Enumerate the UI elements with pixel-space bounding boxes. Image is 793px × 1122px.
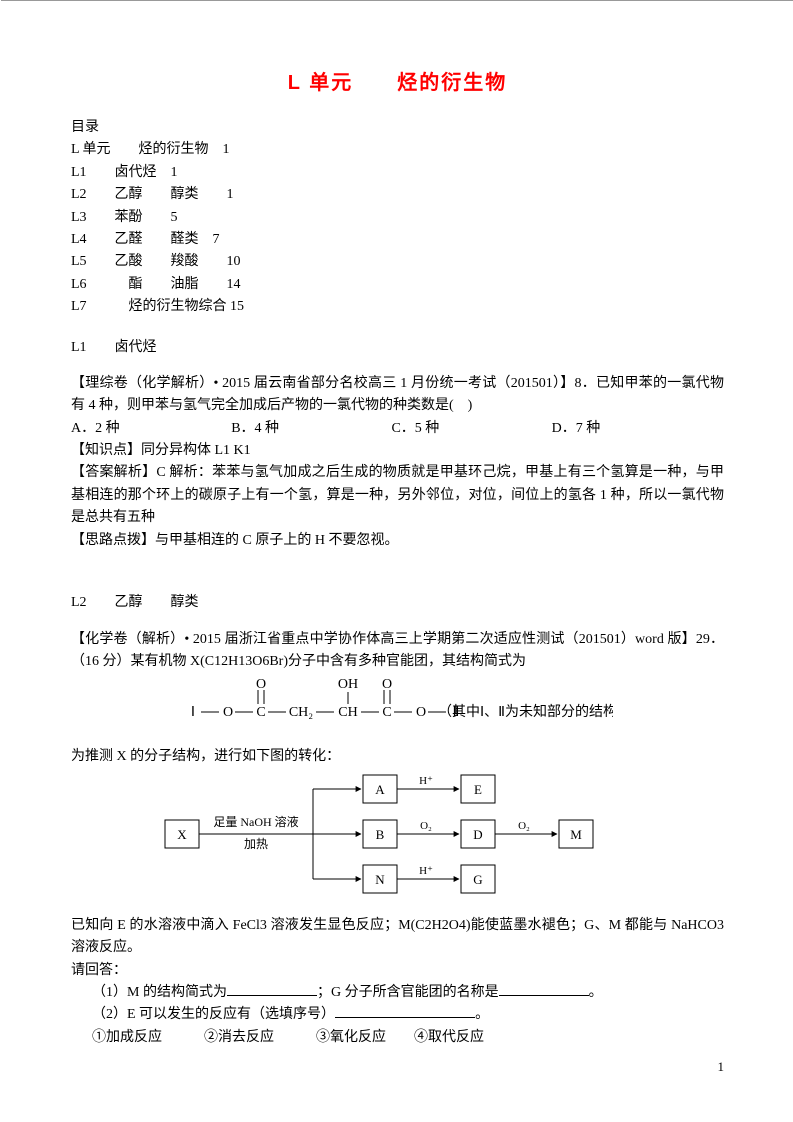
toc-item: L6 酯 油脂 14 (71, 274, 724, 296)
l2-heading: L2 乙醇 醇类 (71, 592, 724, 614)
formula-CH2: CH₂ (288, 705, 312, 720)
node-b: B (375, 827, 384, 842)
blank-input[interactable] (499, 982, 589, 996)
toc-item: L2 乙醇 醇类 1 (71, 184, 724, 206)
option-a: A．2 种 (71, 418, 228, 440)
blank-input[interactable] (227, 982, 317, 996)
l2-known: 已知向 E 的水溶液中滴入 FeCl3 溶液发生显色反应；M(C2H2O4)能使… (71, 915, 724, 960)
option-c: C．5 种 (391, 418, 548, 440)
formula-O: O (381, 677, 391, 692)
page-title: L 单元 烃的衍生物 (71, 67, 724, 99)
l1-knowledge-point: 【知识点】同分异构体 L1 K1 (71, 440, 724, 462)
q1-part-b: ；G 分子所含官能团的名称是 (317, 985, 499, 1000)
node-x: X (177, 827, 187, 842)
node-m: M (570, 827, 582, 842)
l1-tip: 【思路点拨】与甲基相连的 C 原子上的 H 不要忽视。 (71, 530, 724, 552)
toc-item: L5 乙酸 羧酸 10 (71, 251, 724, 273)
cond-naoh: 足量 NaOH 溶液 (213, 814, 298, 829)
toc-item: L3 苯酚 5 (71, 207, 724, 229)
cond-o2-1: O₂ (420, 820, 432, 832)
l2-push-intro: 为推测 X 的分子结构，进行如下图的转化： (71, 746, 724, 768)
structural-formula: Ⅰ O C O CH₂ CH OH C O O (71, 676, 724, 740)
q2-part-b: 。 (475, 1007, 489, 1022)
l1-answer: 【答案解析】C 解析：苯苯与氢气加成之后生成的物质就是甲基环己烷，甲基上有三个氢… (71, 462, 724, 529)
node-g: G (473, 872, 482, 887)
option-b: B．4 种 (231, 418, 388, 440)
node-e: E (474, 782, 482, 797)
toc-item: L7 烃的衍生物综合 15 (71, 296, 724, 318)
formula-O: O (415, 705, 425, 720)
reaction-flowchart: X 足量 NaOH 溶液 加热 A B N H⁺ (71, 770, 724, 908)
q1-part-a: （1）M 的结构简式为 (92, 985, 227, 1000)
node-a: A (375, 782, 385, 797)
q2-part-a: （2）E 可以发生的反应有（选填序号） (92, 1007, 335, 1022)
blank-input[interactable] (335, 1004, 475, 1018)
l1-heading: L1 卤代烃 (71, 337, 724, 359)
option-d: D．7 种 (552, 418, 709, 440)
l2-ask: 请回答： (71, 960, 724, 982)
l2-question-source: 【化学卷（解析）• 2015 届浙江省重点中学协作体高三上学期第二次适应性测试（… (71, 629, 724, 674)
node-n: N (375, 872, 385, 887)
formula-O: O (255, 677, 265, 692)
formula-OH: OH (337, 677, 357, 692)
formula-C: C (382, 705, 391, 720)
l2-q2: （2）E 可以发生的反应有（选填序号） 。 (71, 1004, 724, 1026)
formula-C: C (256, 705, 265, 720)
l1-options: A．2 种 B．4 种 C．5 种 D．7 种 (71, 418, 724, 440)
toc-item: L1 卤代烃 1 (71, 162, 724, 184)
toc-heading: 目录 (71, 117, 724, 139)
node-d: D (473, 827, 482, 842)
formula-CH: CH (338, 705, 357, 720)
l2-q2-options: ①加成反应 ②消去反应 ③氧化反应 ④取代反应 (71, 1027, 724, 1049)
page-number: 1 (718, 1057, 725, 1078)
cond-heat: 加热 (243, 837, 267, 851)
cond-o2-2: O₂ (518, 820, 530, 832)
l2-q1: （1）M 的结构简式为 ；G 分子所含官能团的名称是 。 (71, 982, 724, 1004)
formula-O: O (222, 705, 232, 720)
toc-item: L 单元 烃的衍生物 1 (71, 139, 724, 161)
formula-I: Ⅰ (190, 705, 194, 720)
toc-item: L4 乙醛 醛类 7 (71, 229, 724, 251)
cond-hplus-2: H⁺ (419, 865, 433, 877)
q1-part-c: 。 (589, 985, 603, 1000)
formula-tail-text: （其中Ⅰ、Ⅱ为未知部分的结构）。 (437, 703, 612, 720)
cond-hplus-1: H⁺ (419, 775, 433, 787)
l1-question-source: 【理综卷（化学解析）• 2015 届云南省部分名校高三 1 月份统一考试（201… (71, 373, 724, 418)
